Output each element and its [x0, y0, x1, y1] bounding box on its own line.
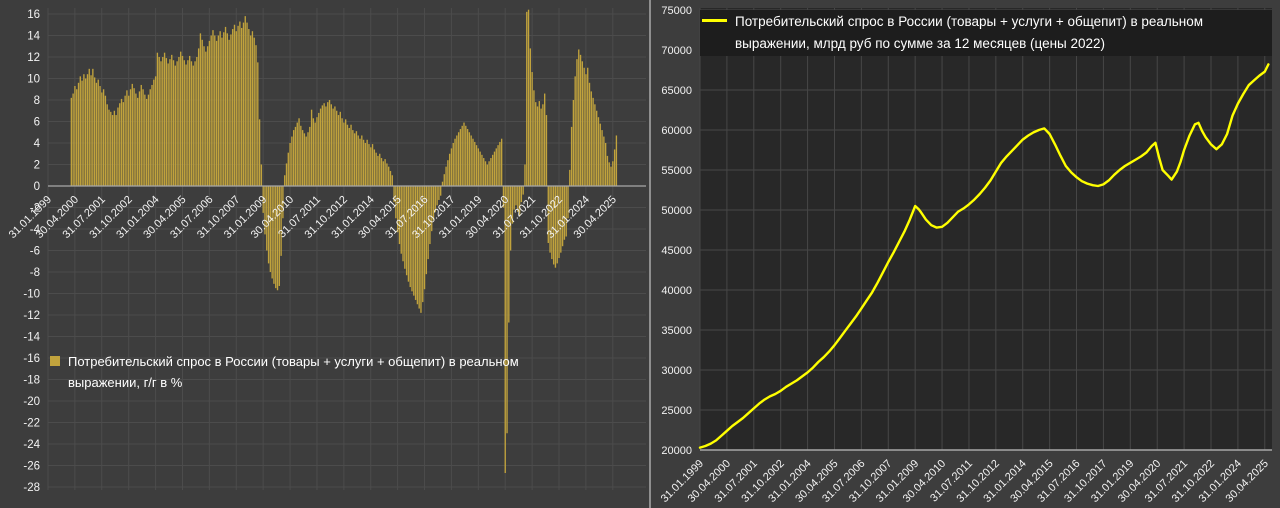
svg-text:55000: 55000 [661, 165, 692, 177]
svg-text:2: 2 [34, 160, 40, 172]
left-bars [70, 9, 618, 474]
left-horizontal-gridlines [48, 13, 646, 488]
svg-text:8: 8 [34, 95, 40, 107]
left-legend-line-1: Потребительский спрос в России (товары +… [68, 354, 519, 369]
svg-text:60000: 60000 [661, 125, 692, 137]
svg-text:-6: -6 [30, 246, 40, 258]
svg-text:25000: 25000 [661, 405, 692, 417]
svg-text:12: 12 [27, 52, 40, 64]
svg-text:65000: 65000 [661, 85, 692, 97]
svg-text:-16: -16 [23, 353, 40, 365]
right-line-series [698, 63, 1270, 449]
panel-divider [649, 0, 651, 508]
left-chart-legend: Потребительский спрос в России (товары +… [50, 351, 580, 393]
svg-text:-10: -10 [23, 289, 40, 301]
svg-text:-28: -28 [23, 482, 40, 494]
svg-text:0: 0 [34, 181, 40, 193]
right-legend-line-1: Потребительский спрос в России (товары +… [735, 14, 1204, 29]
svg-text:45000: 45000 [661, 245, 692, 257]
right-legend-line-2: выражении, млрд руб по сумме за 12 месяц… [735, 36, 1106, 51]
right-legend-background [700, 10, 1272, 56]
svg-text:-8: -8 [30, 267, 40, 279]
right-chart-legend: Потребительский спрос в России (товары +… [702, 11, 1267, 55]
left-legend-label: Потребительский спрос в России (товары +… [68, 351, 519, 393]
svg-text:14: 14 [27, 31, 40, 43]
svg-text:50000: 50000 [661, 205, 692, 217]
svg-text:-24: -24 [23, 439, 40, 451]
svg-text:-20: -20 [23, 396, 40, 408]
right-x-axis-labels: 31.01.199930.04.200031.07.200131.10.2002… [659, 458, 1271, 505]
bar-series-swatch-icon [50, 356, 60, 366]
left-x-axis-labels: 31.01.199930.04.200031.07.200131.10.2002… [7, 194, 619, 241]
svg-text:16: 16 [27, 9, 40, 21]
svg-text:-4: -4 [30, 224, 41, 236]
svg-text:75000: 75000 [661, 5, 692, 17]
right-y-axis-labels: 75000 70000 65000 60000 55000 50000 45000 40000… [661, 5, 692, 457]
svg-text:4: 4 [34, 138, 41, 150]
svg-text:-12: -12 [23, 310, 40, 322]
svg-text:-22: -22 [23, 418, 40, 430]
svg-text:-2: -2 [30, 203, 40, 215]
yoy-bar-chart: 16 14 12 10 8 6 4 2 0 -2 -4 -6 -8 -10 -12 -14 -16 -18 -20 -… [7, 8, 646, 494]
left-legend-line-2: выражении, г/г в % [68, 375, 183, 390]
right-plot-background [700, 8, 1272, 450]
svg-text:40000: 40000 [661, 285, 692, 297]
svg-text:30000: 30000 [661, 365, 692, 377]
svg-text:35000: 35000 [661, 325, 692, 337]
svg-text:20000: 20000 [661, 445, 692, 457]
svg-text:-26: -26 [23, 461, 40, 473]
left-y-axis-labels: 16 14 12 10 8 6 4 2 0 -2 -4 -6 -8 -10 -12 -14 -16 -18 -20 -… [23, 9, 40, 494]
right-legend-label: Потребительский спрос в России (товары +… [735, 11, 1203, 55]
yoy-bar-chart-panel: 16 14 12 10 8 6 4 2 0 -2 -4 -6 -8 -10 -12 -14 -16 -18 -20 -… [7, 8, 646, 494]
svg-text:-14: -14 [23, 332, 40, 344]
svg-text:6: 6 [34, 117, 40, 129]
svg-text:-18: -18 [23, 375, 40, 387]
line-series-swatch-icon [702, 19, 727, 22]
rolling-sum-line-chart: 75000 70000 65000 60000 55000 50000 45000 40000… [659, 5, 1272, 505]
rolling-sum-line-chart-panel: 75000 70000 65000 60000 55000 50000 45000 40000… [652, 0, 1280, 508]
svg-text:70000: 70000 [661, 45, 692, 57]
demand-line [698, 63, 1270, 449]
svg-text:10: 10 [27, 74, 40, 86]
right-vertical-gridlines [699, 8, 1266, 450]
